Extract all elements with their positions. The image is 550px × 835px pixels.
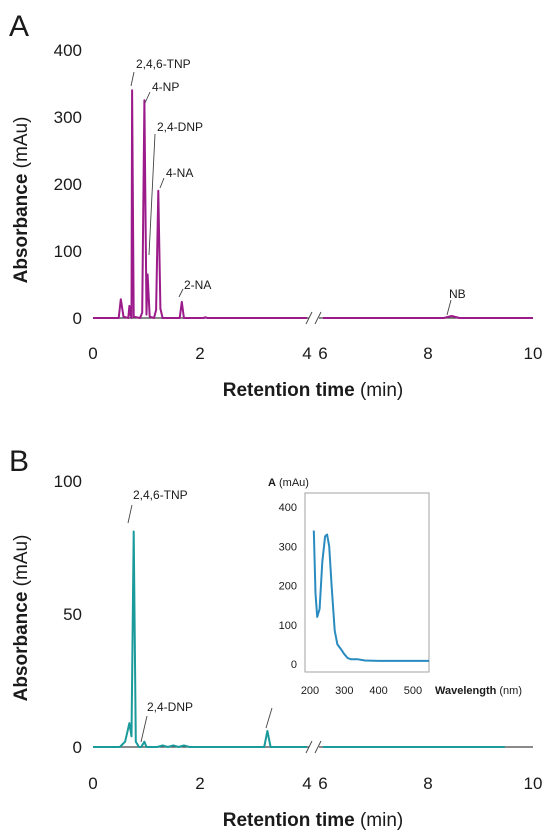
- panel-a-annotation-nb: NB: [446, 287, 466, 316]
- panel-b-x-axis-label: Retention time (min): [223, 810, 404, 831]
- panel-a-y-axis-label: Absorbance (mAu): [11, 117, 32, 284]
- x-tick-label: 2: [195, 774, 204, 793]
- panel-b-series-line: [93, 530, 505, 748]
- inset-y-tick-label: 200: [279, 581, 297, 593]
- peak-label: 2,4,6-TNP: [136, 57, 191, 71]
- x-tick-label: 4: [302, 344, 311, 363]
- y-tick-label: 100: [54, 472, 82, 491]
- inset-x-tick-label: 400: [369, 685, 387, 697]
- peak-label: 2,4-DNP: [147, 700, 193, 714]
- x-tick-label: 4: [302, 774, 311, 793]
- x-tick-label: 6: [318, 344, 327, 363]
- peak-label: 2,4,6-TNP: [133, 488, 188, 502]
- inset-x-tick-label: 500: [404, 685, 422, 697]
- panel-a-annotation-4-na: 4-NA: [159, 166, 193, 189]
- panel-b-annotation-marker-3min: [265, 707, 273, 729]
- x-tick-label: 10: [524, 774, 543, 793]
- y-tick-label: 300: [54, 108, 82, 127]
- y-tick-label: 0: [73, 309, 82, 328]
- inset-x-tick-label: 300: [335, 685, 353, 697]
- inset-x-tick-label: 200: [301, 685, 319, 697]
- x-tick-label: 8: [423, 344, 432, 363]
- peak-label: NB: [449, 287, 466, 301]
- panel-a-series-line: [93, 89, 533, 319]
- x-tick-label: 2: [195, 344, 204, 363]
- panel-a-axis-break: [305, 311, 322, 325]
- panel-b-label: B: [9, 445, 29, 478]
- panel-a: A 0 100 200 300 400 0 2 4 6 8 10 2,4,6-TNP 4-NP 2,…: [9, 10, 542, 401]
- y-tick-label: 50: [63, 605, 82, 624]
- inset-y-tick-label: 0: [291, 659, 297, 671]
- peak-label: 4-NP: [152, 80, 179, 94]
- inset-y-tick-label: 400: [279, 502, 297, 514]
- peak-label: 2-NA: [184, 278, 211, 292]
- x-tick-label: 6: [318, 774, 327, 793]
- panel-a-annotation-2-4-dnp: 2,4-DNP: [148, 120, 203, 256]
- x-tick-label: 8: [423, 774, 432, 793]
- y-tick-label: 100: [54, 242, 82, 261]
- panel-a-label: A: [9, 10, 29, 43]
- inset-y-axis-label: A (mAu): [268, 477, 309, 489]
- y-tick-label: 200: [54, 175, 82, 194]
- x-tick-label: 0: [88, 344, 97, 363]
- panel-b: B 0 50 100 0 2 4 6 8 10 2,4,6-TNP 2,4-DNP Absorb…: [9, 445, 542, 831]
- panel-b-axis-break: [305, 740, 322, 754]
- panel-a-annotation-2-4-6-tnp: 2,4,6-TNP: [130, 57, 191, 87]
- panel-b-y-axis-label: Absorbance (mAu): [11, 535, 32, 702]
- y-tick-label: 400: [54, 41, 82, 60]
- panel-b-annotation-2-4-dnp: 2,4-DNP: [140, 700, 193, 743]
- panel-b-annotation-2-4-6-tnp: 2,4,6-TNP: [127, 488, 188, 524]
- panel-a-annotation-4-np: 4-NP: [144, 80, 179, 104]
- panel-a-annotation-2-na: 2-NA: [178, 278, 211, 298]
- panel-a-ticks: 0 100 200 300 400 0 2 4 6 8 10: [54, 41, 543, 363]
- panel-b-ticks: 0 50 100 0 2 4 6 8 10: [54, 472, 543, 793]
- inset-series-line: [312, 530, 429, 662]
- panel-a-x-axis-label: Retention time (min): [223, 380, 404, 401]
- inset-y-tick-label: 100: [279, 620, 297, 632]
- x-tick-label: 10: [524, 344, 543, 363]
- peak-label: 4-NA: [166, 166, 193, 180]
- y-tick-label: 0: [73, 738, 82, 757]
- peak-label: 2,4-DNP: [157, 120, 203, 134]
- inset-spectrum: A (mAu) 0 100 200 300 400 200 300 400 500 Wavele…: [268, 477, 522, 697]
- inset-frame: [304, 492, 430, 673]
- inset-y-tick-label: 300: [279, 541, 297, 553]
- inset-x-axis-label: Wavelength (nm): [435, 685, 522, 697]
- x-tick-label: 0: [88, 774, 97, 793]
- inset-ticks: 0 100 200 300 400 200 300 400 500: [279, 502, 422, 697]
